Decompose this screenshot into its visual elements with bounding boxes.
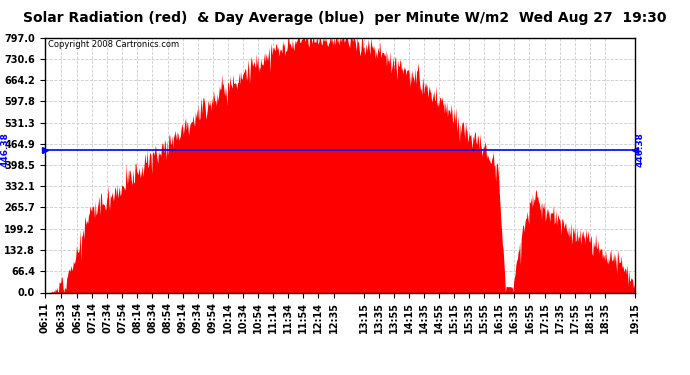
Text: Copyright 2008 Cartronics.com: Copyright 2008 Cartronics.com <box>48 40 179 49</box>
Text: 446.38: 446.38 <box>1 132 10 167</box>
Text: 446.38: 446.38 <box>635 132 645 167</box>
Text: Solar Radiation (red)  & Day Average (blue)  per Minute W/m2  Wed Aug 27  19:30: Solar Radiation (red) & Day Average (blu… <box>23 11 667 25</box>
